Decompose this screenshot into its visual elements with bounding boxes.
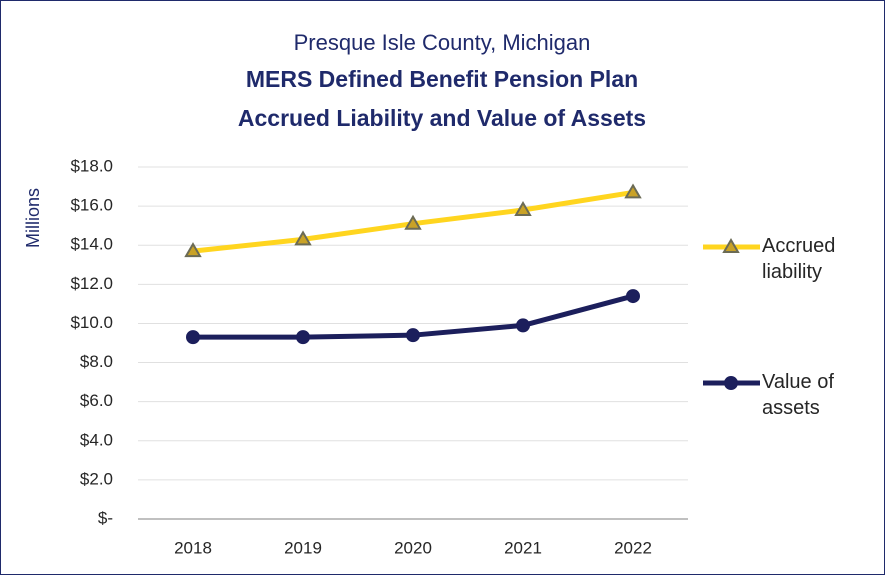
- chart-supertitle: Presque Isle County, Michigan: [294, 30, 591, 55]
- marker: [186, 330, 200, 345]
- marker: [296, 330, 310, 345]
- y-tick-label: $2.0: [80, 469, 113, 488]
- marker: [514, 201, 532, 217]
- marker: [406, 328, 420, 343]
- chart-subtitle: Accrued Liability and Value of Assets: [238, 105, 646, 131]
- legend-marker: [722, 238, 740, 253]
- marker: [404, 214, 422, 230]
- legend-label: Accrued liability: [762, 235, 836, 283]
- marker: [516, 318, 530, 333]
- x-tick-label: 2021: [504, 538, 542, 557]
- x-tick-label: 2022: [614, 538, 652, 557]
- y-tick-label: $14.0: [70, 235, 113, 254]
- y-tick-label: $12.0: [70, 274, 113, 293]
- x-tick-label: 2020: [394, 538, 432, 557]
- y-tick-label: $16.0: [70, 196, 113, 215]
- marker: [626, 289, 640, 304]
- y-tick-label: $10.0: [70, 313, 113, 332]
- y-tick-label: $18.0: [70, 156, 113, 175]
- x-tick-label: 2018: [174, 538, 212, 557]
- y-tick-label: $6.0: [80, 391, 113, 410]
- x-tick-label: 2019: [284, 538, 322, 557]
- chart-title: MERS Defined Benefit Pension Plan: [246, 66, 638, 92]
- marker: [184, 242, 202, 258]
- y-axis-label: Millions: [23, 188, 43, 248]
- y-tick-label: $4.0: [80, 430, 113, 449]
- y-tick-label: $8.0: [80, 352, 113, 371]
- y-tick-label: $-: [98, 508, 113, 527]
- marker: [294, 230, 312, 246]
- legend-marker: [724, 376, 738, 390]
- legend-label: Value of assets: [762, 371, 834, 419]
- marker: [624, 183, 642, 199]
